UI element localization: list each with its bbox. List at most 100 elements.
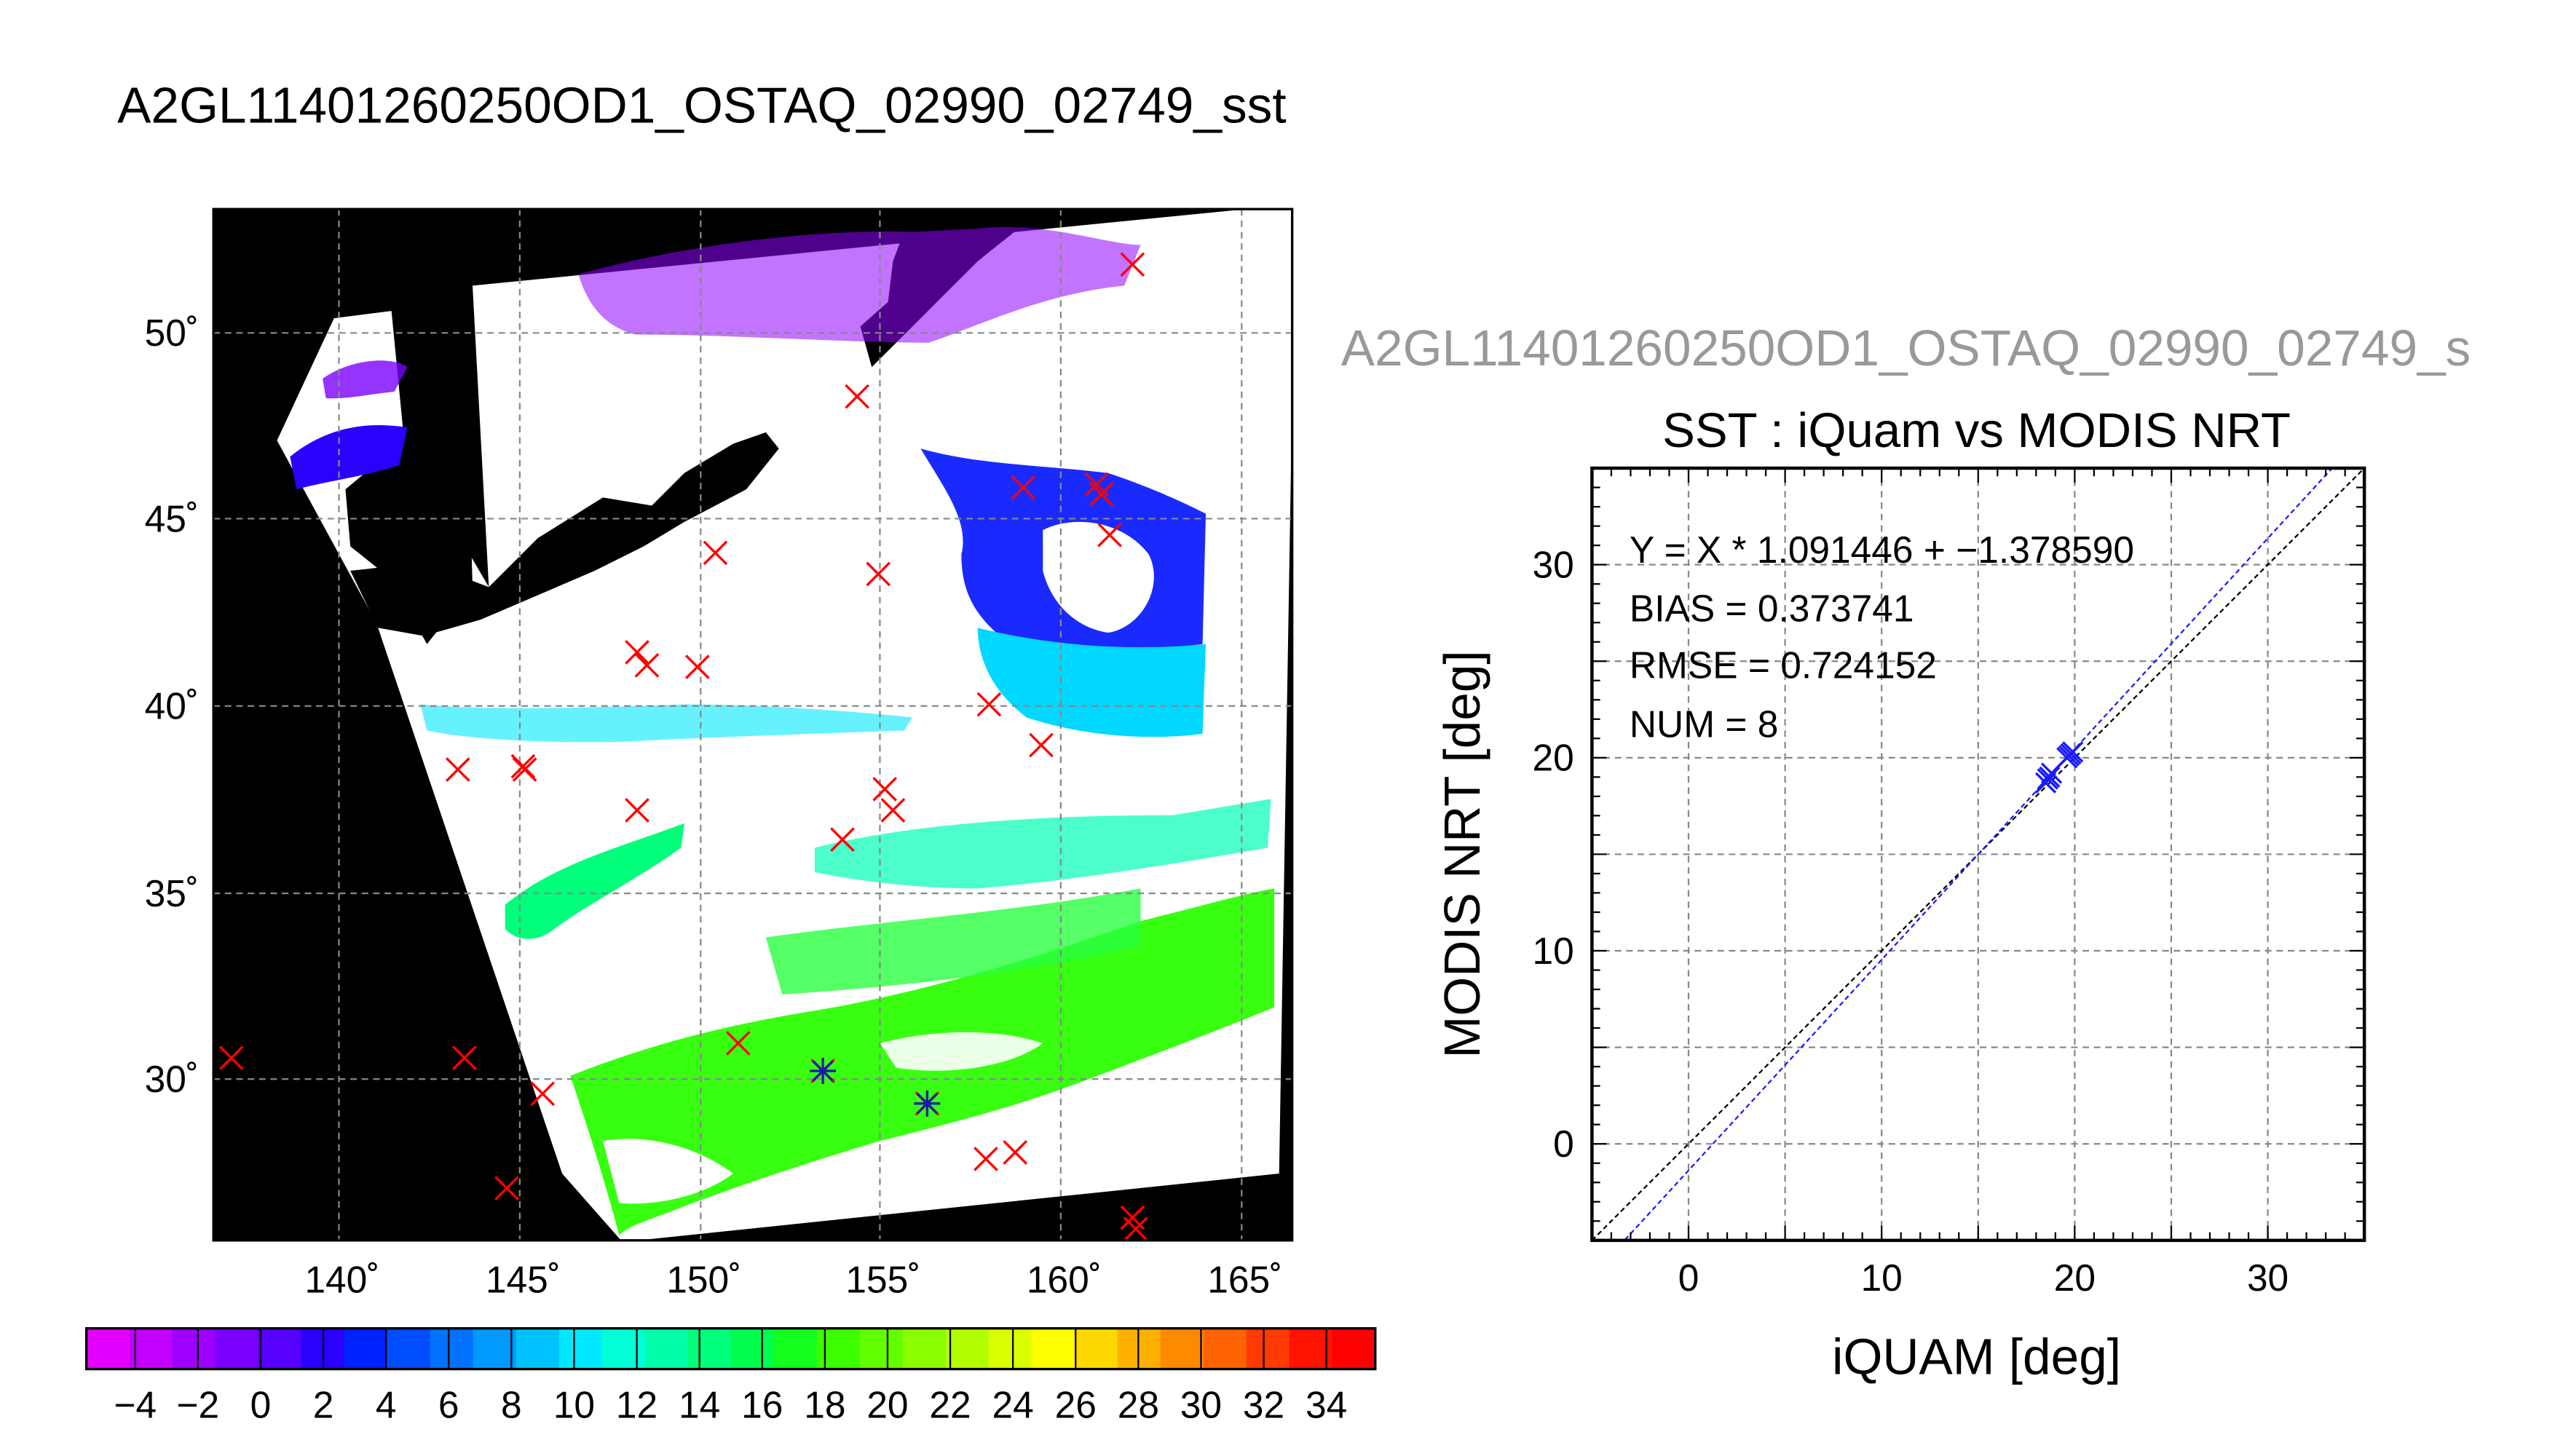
sst-cold-west2 xyxy=(323,360,408,399)
red-x-icon xyxy=(625,640,649,665)
sst-white-clouds xyxy=(603,1139,734,1204)
colorbar-swatch xyxy=(1332,1328,1377,1369)
lon-tick: 140˚ xyxy=(304,1258,379,1300)
lon-tick: 150˚ xyxy=(666,1258,741,1300)
colorbar-swatch xyxy=(730,1328,775,1369)
colorbar-label: 24 xyxy=(992,1384,1034,1426)
scatter-file-title: A2GL11401260250OD1_OSTAQ_02990_02749_s xyxy=(1341,320,2471,376)
y-tick-label: 30 xyxy=(1533,544,1574,586)
colorbar-label: 10 xyxy=(553,1384,595,1426)
lat-tick: 40˚ xyxy=(145,685,199,727)
lat-tick: 30˚ xyxy=(145,1058,199,1100)
colorbar-label: 14 xyxy=(679,1384,720,1426)
colorbar-label: 4 xyxy=(376,1384,397,1426)
colorbar-label: 30 xyxy=(1180,1384,1222,1426)
rmse-stat: RMSE = 0.724152 xyxy=(1630,644,1937,687)
blue-matchups xyxy=(810,1058,941,1117)
colorbar-label: −2 xyxy=(177,1384,220,1426)
lon-tick: 155˚ xyxy=(845,1258,920,1300)
red-x-icon xyxy=(494,1176,519,1201)
colorbar-swatch xyxy=(773,1328,818,1369)
colorbar-swatch xyxy=(859,1328,904,1369)
red-x-icon xyxy=(625,798,649,823)
sst-map: 140˚ 145˚ 150˚ 155˚ 160˚ 165˚ 50˚ 45˚ 40… xyxy=(145,207,1294,1300)
sst-green-mid xyxy=(505,823,684,939)
colorbar-swatch xyxy=(129,1328,173,1369)
x-tick-label: 20 xyxy=(2054,1257,2096,1299)
page-title: A2GL11401260250OD1_OSTAQ_02990_02749_sst xyxy=(117,77,1286,134)
red-x-icon xyxy=(1029,732,1054,758)
red-x-icon xyxy=(445,757,470,782)
x-axis-label: iQUAM [deg] xyxy=(1832,1328,2121,1385)
red-x-icon xyxy=(866,561,891,587)
red-x-icon xyxy=(1097,522,1122,547)
colorbar-swatch xyxy=(1117,1328,1162,1369)
map-frame xyxy=(212,207,1294,1242)
colorbar-swatch xyxy=(86,1328,130,1369)
colorbar-label: 2 xyxy=(313,1384,334,1426)
sst-cyan-east xyxy=(977,628,1207,737)
red-x-icon xyxy=(880,798,906,823)
blue-asterisk-icon xyxy=(914,1090,941,1117)
plot-frame xyxy=(1590,466,2366,1243)
fit-equation: Y = X * 1.091446 + −1.378590 xyxy=(1630,529,2134,571)
scatter-plot: 0 10 20 30 0 10 20 30 Y = X * 1.091446 + −1.378… xyxy=(1434,466,2366,1385)
colorbar-swatches xyxy=(86,1328,1377,1369)
red-x-icon xyxy=(976,692,1002,717)
colorbar-label: 22 xyxy=(929,1384,971,1426)
num-stat: NUM = 8 xyxy=(1630,703,1779,745)
data-point xyxy=(2039,766,2061,788)
lat-tick-labels: 50˚ 45˚ 40˚ 35˚ 30˚ xyxy=(145,312,199,1100)
lat-tick: 50˚ xyxy=(145,312,199,354)
colorbar-swatch xyxy=(1246,1328,1291,1369)
colorbar-swatch xyxy=(387,1328,431,1369)
bias-stat: BIAS = 0.373741 xyxy=(1630,587,1914,629)
colorbar-swatch xyxy=(601,1328,647,1369)
red-x-icon xyxy=(512,757,537,782)
y-tick-label: 10 xyxy=(1533,930,1574,972)
red-x-icon xyxy=(1120,252,1145,277)
colorbar-swatch xyxy=(644,1328,690,1369)
colorbar-swatch xyxy=(430,1328,475,1369)
blue-asterisk-icon xyxy=(810,1058,837,1084)
red-x-icon xyxy=(830,827,855,852)
y-tick-label: 0 xyxy=(1553,1123,1574,1165)
red-x-icon xyxy=(1003,1140,1028,1165)
x-tick-label: 0 xyxy=(1678,1257,1699,1299)
lon-tick: 165˚ xyxy=(1207,1258,1282,1300)
y-axis-label: MODIS NRT [deg] xyxy=(1434,650,1490,1058)
plot-grid xyxy=(1592,468,2365,1241)
stats-box: Y = X * 1.091446 + −1.378590 BIAS = 0.37… xyxy=(1630,529,2134,745)
lon-tick-labels: 140˚ 145˚ 150˚ 155˚ 160˚ 165˚ xyxy=(304,1258,1282,1300)
colorbar-label: 34 xyxy=(1306,1384,1347,1426)
colorbar-swatch xyxy=(558,1328,604,1369)
sst-green-southb xyxy=(765,888,1141,994)
colorbar-swatch xyxy=(215,1328,259,1369)
colorbar-label: 16 xyxy=(741,1384,783,1426)
red-x-icon xyxy=(218,1045,244,1071)
red-x-icon xyxy=(1011,475,1036,500)
red-x-icon xyxy=(725,1031,751,1056)
colorbar-label: 0 xyxy=(250,1384,272,1426)
lon-tick: 160˚ xyxy=(1027,1258,1102,1300)
fit-line xyxy=(1623,468,2334,1241)
y-tick-label: 20 xyxy=(1533,737,1574,779)
red-x-icon xyxy=(1123,1216,1148,1242)
land-japan xyxy=(350,432,779,636)
chart-title: SST : iQuam vs MODIS NRT xyxy=(1662,403,2291,458)
colorbar-swatch xyxy=(945,1328,990,1369)
colorbar-swatch xyxy=(687,1328,732,1369)
red-x-icon xyxy=(703,540,728,566)
colorbar-labels: −4 −2 0 2 4 6 8 10 12 14 16 18 20 22 24 26 28 30 32 34 xyxy=(114,1328,1347,1426)
red-x-icon xyxy=(451,1045,477,1071)
colorbar-swatch xyxy=(473,1328,518,1369)
x-tick-label: 10 xyxy=(1861,1257,1903,1299)
colorbar-label: −4 xyxy=(114,1384,157,1426)
colorbar-swatch xyxy=(1203,1328,1248,1369)
colorbar-swatch xyxy=(516,1328,561,1369)
red-x-icon xyxy=(974,1147,998,1171)
land-sakhalin xyxy=(345,293,473,644)
sst-hole-white xyxy=(1043,521,1154,633)
colorbar-label: 6 xyxy=(438,1384,459,1426)
